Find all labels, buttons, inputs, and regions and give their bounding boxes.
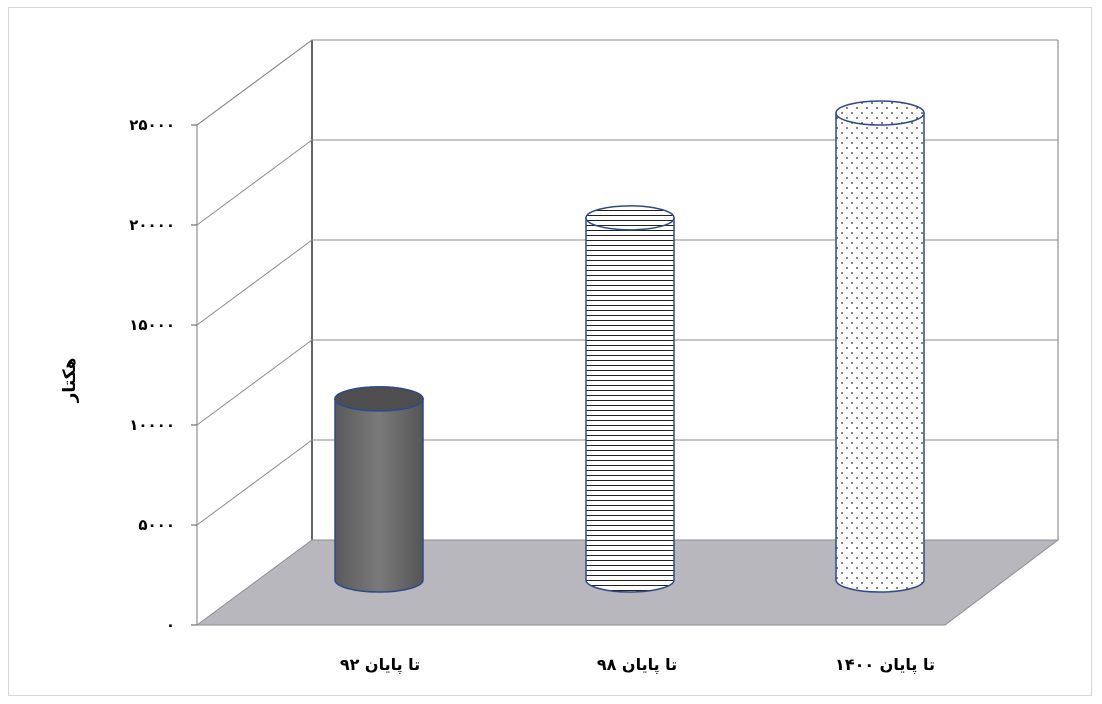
bar-body (835, 112, 925, 593)
bar-cylinder (585, 205, 675, 593)
bar-cylinder (835, 100, 925, 593)
category-label: تا پایان ۹۲ (340, 655, 420, 675)
bar-cylinder (334, 386, 424, 593)
gridline-side (196, 39, 313, 126)
y-tick-label: ۲۵۰۰۰ (129, 116, 175, 134)
y-tick-label: ۱۵۰۰۰ (129, 316, 175, 334)
gridline-side (196, 139, 313, 226)
bars (334, 100, 925, 593)
bar-body (585, 217, 675, 593)
y-axis-ticks: ۰ ۵۰۰۰ ۱۰۰۰۰ ۱۵۰۰۰ ۲۰۰۰۰ ۲۵۰۰۰ (129, 116, 197, 634)
bar-top (585, 205, 675, 231)
y-tick-label: ۱۰۰۰۰ (129, 416, 175, 434)
gridlines (196, 39, 1058, 526)
bar-top (835, 100, 925, 126)
gridline-side (196, 239, 313, 326)
y-tick-label: ۵۰۰۰ (138, 516, 175, 534)
bar-top-dark (334, 386, 424, 412)
y-axis-label: هکتار (60, 358, 80, 404)
category-label: تا پایان ۱۴۰۰ (835, 655, 935, 675)
gridline-side (196, 439, 313, 526)
y-tick-label: ۲۰۰۰۰ (129, 216, 175, 234)
category-labels: تا پایان ۹۲ تا پایان ۹۸ تا پایان ۱۴۰۰ (340, 655, 935, 675)
bar-body (334, 398, 424, 593)
gridline-side (196, 339, 313, 426)
y-tick-label: ۰ (166, 616, 175, 634)
category-label: تا پایان ۹۸ (597, 655, 677, 675)
